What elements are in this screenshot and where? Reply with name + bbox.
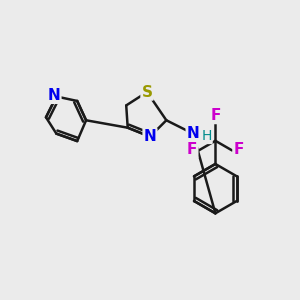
Text: H: H xyxy=(201,129,212,143)
Text: F: F xyxy=(187,142,197,158)
Text: F: F xyxy=(233,142,244,158)
Text: N: N xyxy=(48,88,60,103)
Text: S: S xyxy=(142,85,152,100)
Text: F: F xyxy=(211,108,221,123)
Text: N: N xyxy=(187,126,200,141)
Text: N: N xyxy=(144,129,156,144)
